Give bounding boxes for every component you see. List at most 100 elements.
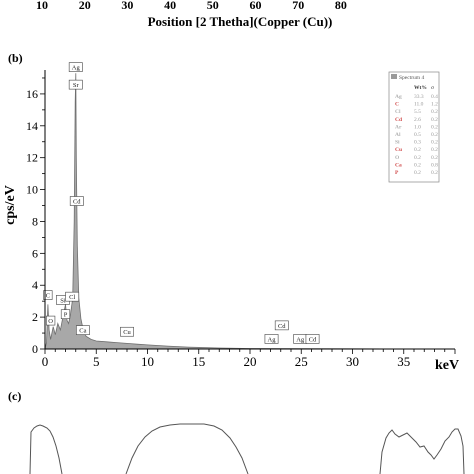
legend-row-element: P: [395, 170, 399, 176]
peak-label: Ca: [79, 328, 86, 335]
peak-label: Cd: [73, 199, 81, 206]
top-tick-label: 20: [79, 0, 91, 12]
peak-label: Ag: [296, 336, 305, 343]
peak-label: C: [46, 293, 50, 300]
peak-label: Cd: [309, 336, 317, 343]
peak-label-box: [43, 290, 53, 300]
x-tick-label: 30: [346, 354, 359, 369]
x-tick-label: 5: [93, 354, 100, 369]
y-tick-label: 8: [32, 214, 38, 228]
legend-row-wt: 0.5: [414, 132, 421, 138]
peak-label-box: [60, 309, 71, 320]
legend-row-wt: 33.3: [414, 94, 424, 100]
x-tick-label: 25: [295, 354, 308, 369]
legend-row-wt: 2.6: [414, 117, 421, 123]
top-tick-label: 80: [335, 0, 347, 12]
legend-row-sigma: 0.2: [431, 132, 438, 138]
legend-row-sigma: 0.2: [431, 147, 438, 153]
legend-frame: [388, 71, 440, 183]
top-tick-label: 40: [164, 0, 176, 12]
legend-title: Spectrum 4: [399, 75, 424, 81]
legend-rows: Ag 33.3 0.4 C 11.0 1.2 Cl 5.5 0.2 Cd 2.6 0.2 Ar 1.0 0.…: [395, 94, 438, 176]
legend-row-sigma: 0.2: [431, 155, 438, 161]
legend-row-element: O: [395, 155, 400, 161]
peak-label: Cu: [123, 329, 131, 336]
legend-row-element: Cl: [395, 109, 401, 115]
peak-label-box: [120, 326, 134, 337]
top-tick-label: 60: [250, 0, 262, 12]
legend-row-element: C: [395, 102, 399, 108]
x-axis-label: keV: [435, 358, 459, 373]
y-tick-label: 10: [26, 183, 38, 197]
x-tick-label: 10: [141, 354, 154, 369]
top-tick-label: 10: [36, 0, 48, 12]
legend-row-sigma: 0.2: [431, 124, 438, 130]
x-axis-ticks: 0 5 10 15 20 25 30 35: [42, 349, 456, 369]
legend-row-wt: 11.0: [414, 102, 424, 108]
peak-label-box: [68, 79, 83, 90]
legend-row-element: Cu: [395, 147, 402, 153]
legend-row-wt: 1.0: [414, 124, 421, 130]
legend-row-sigma: 0.2: [431, 140, 438, 146]
peak-label: Si: [60, 297, 66, 304]
peak-label: Ag: [72, 65, 81, 72]
peak-label-box: [305, 334, 320, 344]
peak-label-box: [68, 62, 83, 72]
legend-row-element: Al: [395, 132, 401, 138]
legend-row-wt: 0.2: [414, 155, 421, 161]
legend-row-sigma: 0.2: [431, 170, 438, 176]
legend-table: Spectrum 4 Wt% σ Ag 33.3 0.4 C 11.0 1.2 Cl 5.5 0…: [388, 71, 440, 183]
peak-label-box: [274, 320, 289, 331]
top-tick-label: 30: [121, 0, 133, 12]
y-tick-label: 14: [26, 119, 38, 133]
top-axis-label: Position [2 Thetha](Copper (Cu)): [148, 14, 333, 29]
peak-label: Ag: [268, 336, 277, 343]
peak-label-box: [76, 325, 90, 335]
peak-label: Cl: [69, 294, 75, 301]
legend-row-sigma: 0.4: [431, 94, 438, 100]
x-tick-label: 0: [42, 354, 49, 369]
legend-row-wt: 0.2: [414, 170, 421, 176]
legend-row-sigma: 1.2: [431, 102, 438, 108]
legend-row-sigma: 0.2: [431, 109, 438, 115]
panel-c-label: (c): [8, 389, 21, 403]
top-axis-fragment: 10 20 30 40 50 60 70 80 Position [2 Thetha](Cop…: [36, 0, 347, 29]
y-tick-label: 12: [26, 151, 38, 165]
legend-row-wt: 0.3: [414, 140, 421, 146]
peak-label-box: [65, 291, 80, 302]
panel-b-label: (b): [8, 51, 23, 65]
x-tick-label: 35: [397, 354, 410, 369]
peak-label: Sr: [73, 82, 80, 89]
panel-c-trace-2: [125, 423, 249, 474]
panel-c-trace-3: [379, 428, 465, 474]
legend-row-element: Ca: [395, 162, 402, 168]
top-axis-ticks: 10 20 30 40 50 60 70 80: [36, 0, 347, 12]
peak-label: O: [48, 318, 53, 325]
top-tick-label: 70: [292, 0, 304, 12]
legend-row-element: Ar: [395, 124, 402, 130]
y-tick-label: 0: [32, 342, 38, 356]
panel-c-traces: [29, 423, 465, 474]
y-tick-label: 2: [32, 310, 38, 324]
legend-row-sigma: 0.8: [431, 162, 438, 168]
peak-label-box: [69, 196, 84, 206]
y-axis-label: cps/eV: [3, 185, 18, 225]
y-tick-label: 6: [32, 246, 38, 260]
x-tick-label: 15: [192, 354, 205, 369]
legend-header-sigma: σ: [431, 85, 434, 91]
legend-row-wt: 0.2: [414, 162, 421, 168]
legend-row-sigma: 0.2: [431, 117, 438, 123]
y-tick-label: 16: [26, 87, 38, 101]
legend-header-wt: Wt%: [414, 85, 427, 91]
legend-row-element: Si: [395, 140, 400, 146]
panel-c-trace-1: [29, 424, 63, 474]
peak-label-box: [264, 334, 279, 344]
y-tick-label: 4: [32, 278, 38, 292]
top-tick-label: 50: [207, 0, 219, 12]
legend-row-wt: 5.5: [414, 109, 421, 115]
peak-label-box: [46, 315, 56, 326]
peak-label: Cd: [278, 323, 286, 330]
spectrum-line: [44, 73, 455, 350]
